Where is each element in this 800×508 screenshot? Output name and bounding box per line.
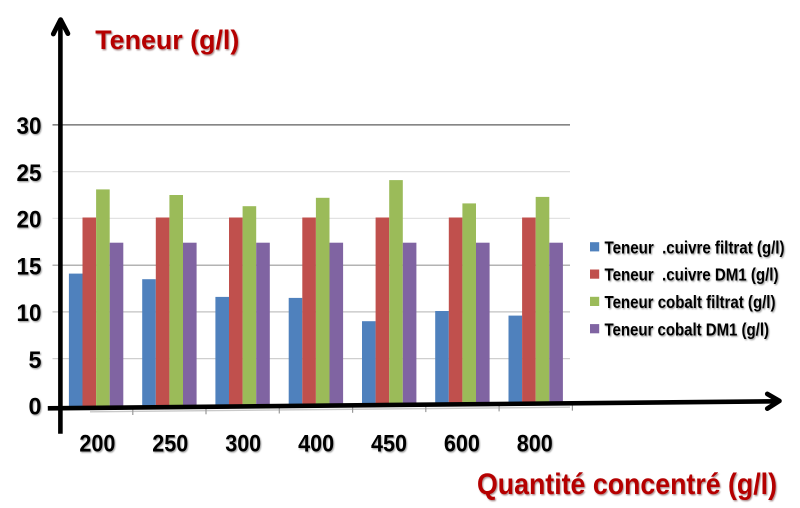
svg-text:450: 450 [371,430,407,457]
svg-text:600: 600 [444,430,480,457]
svg-text:300: 300 [225,430,261,457]
svg-text:Teneur .cuivre DM1 (g/l): Teneur .cuivre DM1 (g/l) [605,265,779,285]
svg-text:800: 800 [517,430,553,457]
svg-text:20: 20 [17,207,42,234]
svg-text:0: 0 [29,394,42,421]
svg-text:Quantité concentré (g/l): Quantité concentré (g/l) [477,468,777,501]
svg-text:30: 30 [17,113,42,140]
svg-text:10: 10 [17,300,42,327]
svg-text:400: 400 [298,430,334,457]
svg-text:25: 25 [17,160,42,187]
svg-text:Teneur cobalt filtrat (g/l): Teneur cobalt filtrat (g/l) [605,292,776,312]
svg-text:15: 15 [17,253,42,280]
svg-text:Teneur .cuivre filtrat (g/l): Teneur .cuivre filtrat (g/l) [605,237,785,257]
svg-text:Teneur (g/l): Teneur (g/l) [95,25,239,55]
svg-text:250: 250 [152,430,188,457]
svg-text:Teneur cobalt DM1 (g/l): Teneur cobalt DM1 (g/l) [605,319,770,339]
svg-text:200: 200 [79,430,115,457]
svg-text:5: 5 [29,347,42,374]
